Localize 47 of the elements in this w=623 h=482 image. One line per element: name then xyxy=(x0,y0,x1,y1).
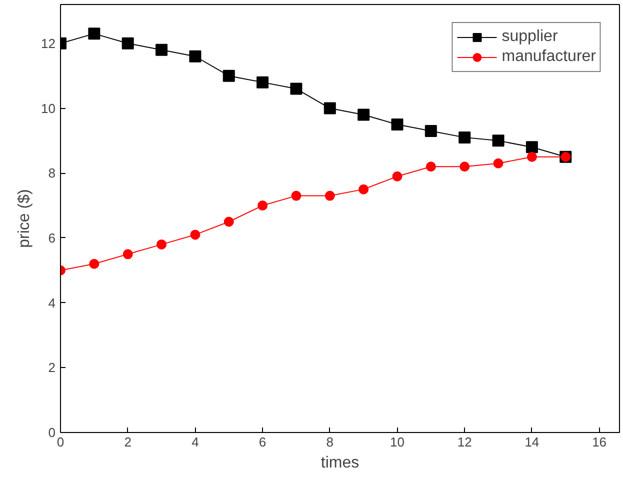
x-tick-label: 14 xyxy=(524,434,540,450)
point xyxy=(426,162,436,172)
point xyxy=(122,249,133,260)
point xyxy=(460,162,470,172)
point xyxy=(358,184,369,194)
y-axis-title: price ($) xyxy=(16,189,34,248)
y-tick-label: 0 xyxy=(48,425,56,440)
x-tick-label: 12 xyxy=(457,434,472,450)
point xyxy=(189,50,202,62)
y-tick-label: 6 xyxy=(48,230,56,246)
point xyxy=(392,171,402,182)
y-tick-label: 4 xyxy=(48,295,56,310)
y-tick-label: 12 xyxy=(41,36,56,51)
point xyxy=(256,76,269,88)
point xyxy=(122,37,134,50)
point xyxy=(458,131,471,144)
point xyxy=(493,158,504,168)
legend-label: supplier xyxy=(502,28,558,46)
point xyxy=(492,134,504,147)
point xyxy=(224,216,234,227)
x-tick-label: 10 xyxy=(390,434,404,450)
point xyxy=(291,190,302,201)
point xyxy=(89,258,100,269)
point xyxy=(190,230,200,240)
point xyxy=(526,141,538,154)
point xyxy=(391,118,404,130)
point xyxy=(156,239,167,250)
point xyxy=(88,28,100,40)
x-tick-label: 6 xyxy=(258,434,266,450)
y-tick-label: 10 xyxy=(41,100,56,116)
y-tick-label: 8 xyxy=(48,166,56,181)
x-tick-label: 8 xyxy=(326,434,334,450)
x-tick-label: 2 xyxy=(124,434,132,450)
point xyxy=(324,190,335,201)
point xyxy=(290,82,302,95)
x-tick-label: 4 xyxy=(192,434,199,450)
point xyxy=(324,102,336,114)
legend-label: manufacturer xyxy=(502,48,596,66)
y-tick-label: 2 xyxy=(48,360,56,376)
point xyxy=(222,70,235,82)
x-tick-label: 16 xyxy=(592,434,607,450)
point xyxy=(526,152,537,162)
point xyxy=(156,44,168,56)
point xyxy=(258,200,268,211)
point xyxy=(358,108,370,121)
x-axis-title: times xyxy=(320,454,360,472)
point xyxy=(424,124,437,137)
